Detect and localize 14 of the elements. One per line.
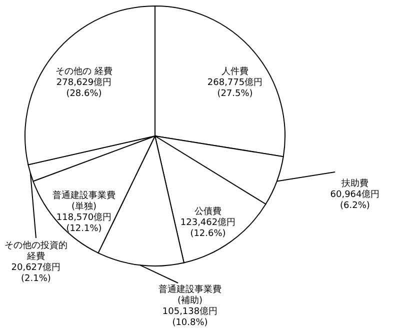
slice-label: その他の 経費: [56, 66, 112, 77]
slice-label: 扶助費: [340, 178, 368, 189]
slice-label: 普通建設事業費(補助): [158, 284, 222, 306]
data-label: 278,629億円 (28.6%): [56, 77, 112, 99]
slice-label: 人件費: [222, 66, 248, 77]
data-label: 118,570億円 (12.1%): [56, 212, 112, 234]
data-label: 105,138億円 (10.8%): [162, 306, 218, 328]
slice-label: 公債費: [194, 206, 222, 217]
slice-label: その他の投資的経費: [4, 240, 68, 262]
data-label: 20,627億円 (2.1%): [11, 262, 61, 284]
slice-label: 普通建設事業費(単独): [52, 190, 116, 212]
data-label: 60,964億円 (6.2%): [330, 189, 380, 211]
data-label: 268,775億円 (27.5%): [207, 77, 263, 99]
data-label: 123,462億円 (12.6%): [180, 217, 236, 239]
